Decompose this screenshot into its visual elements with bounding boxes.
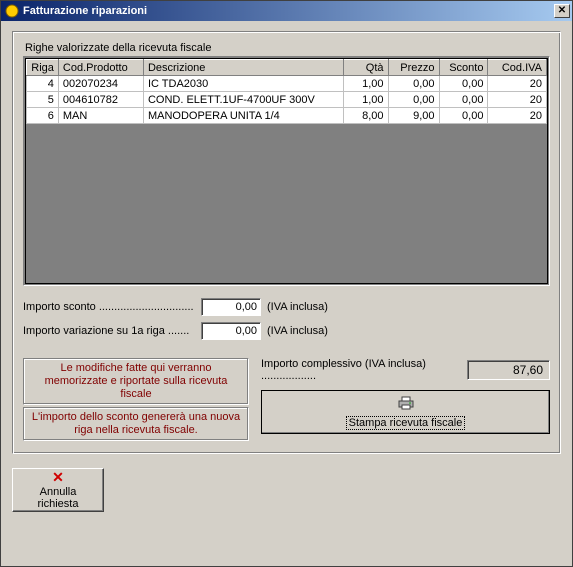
dialog-window: Fatturazione riparazioni ✕ Righe valoriz…: [0, 0, 573, 567]
cell-qta[interactable]: 1,00: [343, 92, 388, 108]
column-header[interactable]: Prezzo: [388, 60, 439, 76]
titlebar: Fatturazione riparazioni ✕: [1, 1, 572, 21]
input-importo-variazione[interactable]: [201, 322, 261, 340]
column-header[interactable]: Qtà: [343, 60, 388, 76]
client-area: Righe valorizzate della ricevuta fiscale…: [1, 21, 572, 566]
cell-riga[interactable]: 6: [27, 108, 59, 124]
lower-area: Le modifiche fatte qui verranno memorizz…: [23, 358, 550, 441]
cancel-icon: ✕: [52, 470, 64, 484]
grid-caption: Righe valorizzate della ricevuta fiscale: [25, 42, 550, 54]
column-header[interactable]: Descrizione: [143, 60, 343, 76]
cell-prezzo[interactable]: 0,00: [388, 92, 439, 108]
cell-descr[interactable]: MANODOPERA UNITA 1/4: [143, 108, 343, 124]
cell-descr[interactable]: COND. ELETT.1UF-4700UF 300V: [143, 92, 343, 108]
column-header[interactable]: Cod.IVA: [488, 60, 547, 76]
right-column: Importo complessivo (IVA inclusa) ......…: [261, 358, 550, 441]
cell-sconto[interactable]: 0,00: [439, 76, 488, 92]
total-row: Importo complessivo (IVA inclusa) ......…: [261, 358, 550, 382]
suffix-importo-variazione: (IVA inclusa): [267, 325, 328, 337]
cell-sconto[interactable]: 0,00: [439, 108, 488, 124]
notes-column: Le modifiche fatte qui verranno memorizz…: [23, 358, 249, 441]
cell-cod[interactable]: 004610782: [58, 92, 143, 108]
receipt-rows-table[interactable]: RigaCod.ProdottoDescrizioneQtàPrezzoScon…: [26, 59, 547, 124]
cell-qta[interactable]: 1,00: [343, 76, 388, 92]
note-memorizzate: Le modifiche fatte qui verranno memorizz…: [23, 358, 249, 405]
cell-iva[interactable]: 20: [488, 108, 547, 124]
table-row[interactable]: 4002070234IC TDA20301,000,000,0020: [27, 76, 547, 92]
app-icon: [5, 4, 19, 18]
column-header[interactable]: Sconto: [439, 60, 488, 76]
table-row[interactable]: 6MANMANODOPERA UNITA 1/48,009,000,0020: [27, 108, 547, 124]
cell-prezzo[interactable]: 9,00: [388, 108, 439, 124]
cell-iva[interactable]: 20: [488, 92, 547, 108]
cancel-button-label: Annulla richiesta: [23, 486, 93, 510]
label-importo-complessivo: Importo complessivo (IVA inclusa) ......…: [261, 358, 461, 382]
suffix-importo-sconto: (IVA inclusa): [267, 301, 328, 313]
note-sconto-riga: L'importo dello sconto genererà una nuov…: [23, 407, 249, 441]
print-receipt-button[interactable]: Stampa ricevuta fiscale: [261, 390, 550, 434]
cell-sconto[interactable]: 0,00: [439, 92, 488, 108]
value-importo-complessivo: 87,60: [467, 360, 550, 380]
close-button[interactable]: ✕: [554, 4, 570, 18]
cancel-request-button[interactable]: ✕ Annulla richiesta: [12, 468, 104, 512]
cell-prezzo[interactable]: 0,00: [388, 76, 439, 92]
column-header[interactable]: Riga: [27, 60, 59, 76]
cell-cod[interactable]: MAN: [58, 108, 143, 124]
table-row[interactable]: 5004610782COND. ELETT.1UF-4700UF 300V1,0…: [27, 92, 547, 108]
cell-riga[interactable]: 5: [27, 92, 59, 108]
label-importo-sconto: Importo sconto .........................…: [23, 301, 201, 313]
row-importo-variazione: Importo variazione su 1a riga ....... (I…: [23, 322, 550, 340]
label-importo-variazione: Importo variazione su 1a riga .......: [23, 325, 201, 337]
cell-cod[interactable]: 002070234: [58, 76, 143, 92]
cell-riga[interactable]: 4: [27, 76, 59, 92]
cell-descr[interactable]: IC TDA2030: [143, 76, 343, 92]
row-importo-sconto: Importo sconto .........................…: [23, 298, 550, 316]
cell-qta[interactable]: 8,00: [343, 108, 388, 124]
grid-container: RigaCod.ProdottoDescrizioneQtàPrezzoScon…: [23, 56, 550, 286]
input-importo-sconto[interactable]: [201, 298, 261, 316]
printer-icon: [397, 395, 415, 414]
cell-iva[interactable]: 20: [488, 76, 547, 92]
window-title: Fatturazione riparazioni: [23, 5, 554, 17]
main-panel: Righe valorizzate della ricevuta fiscale…: [12, 31, 561, 454]
print-button-label: Stampa ricevuta fiscale: [346, 416, 466, 430]
column-header[interactable]: Cod.Prodotto: [58, 60, 143, 76]
